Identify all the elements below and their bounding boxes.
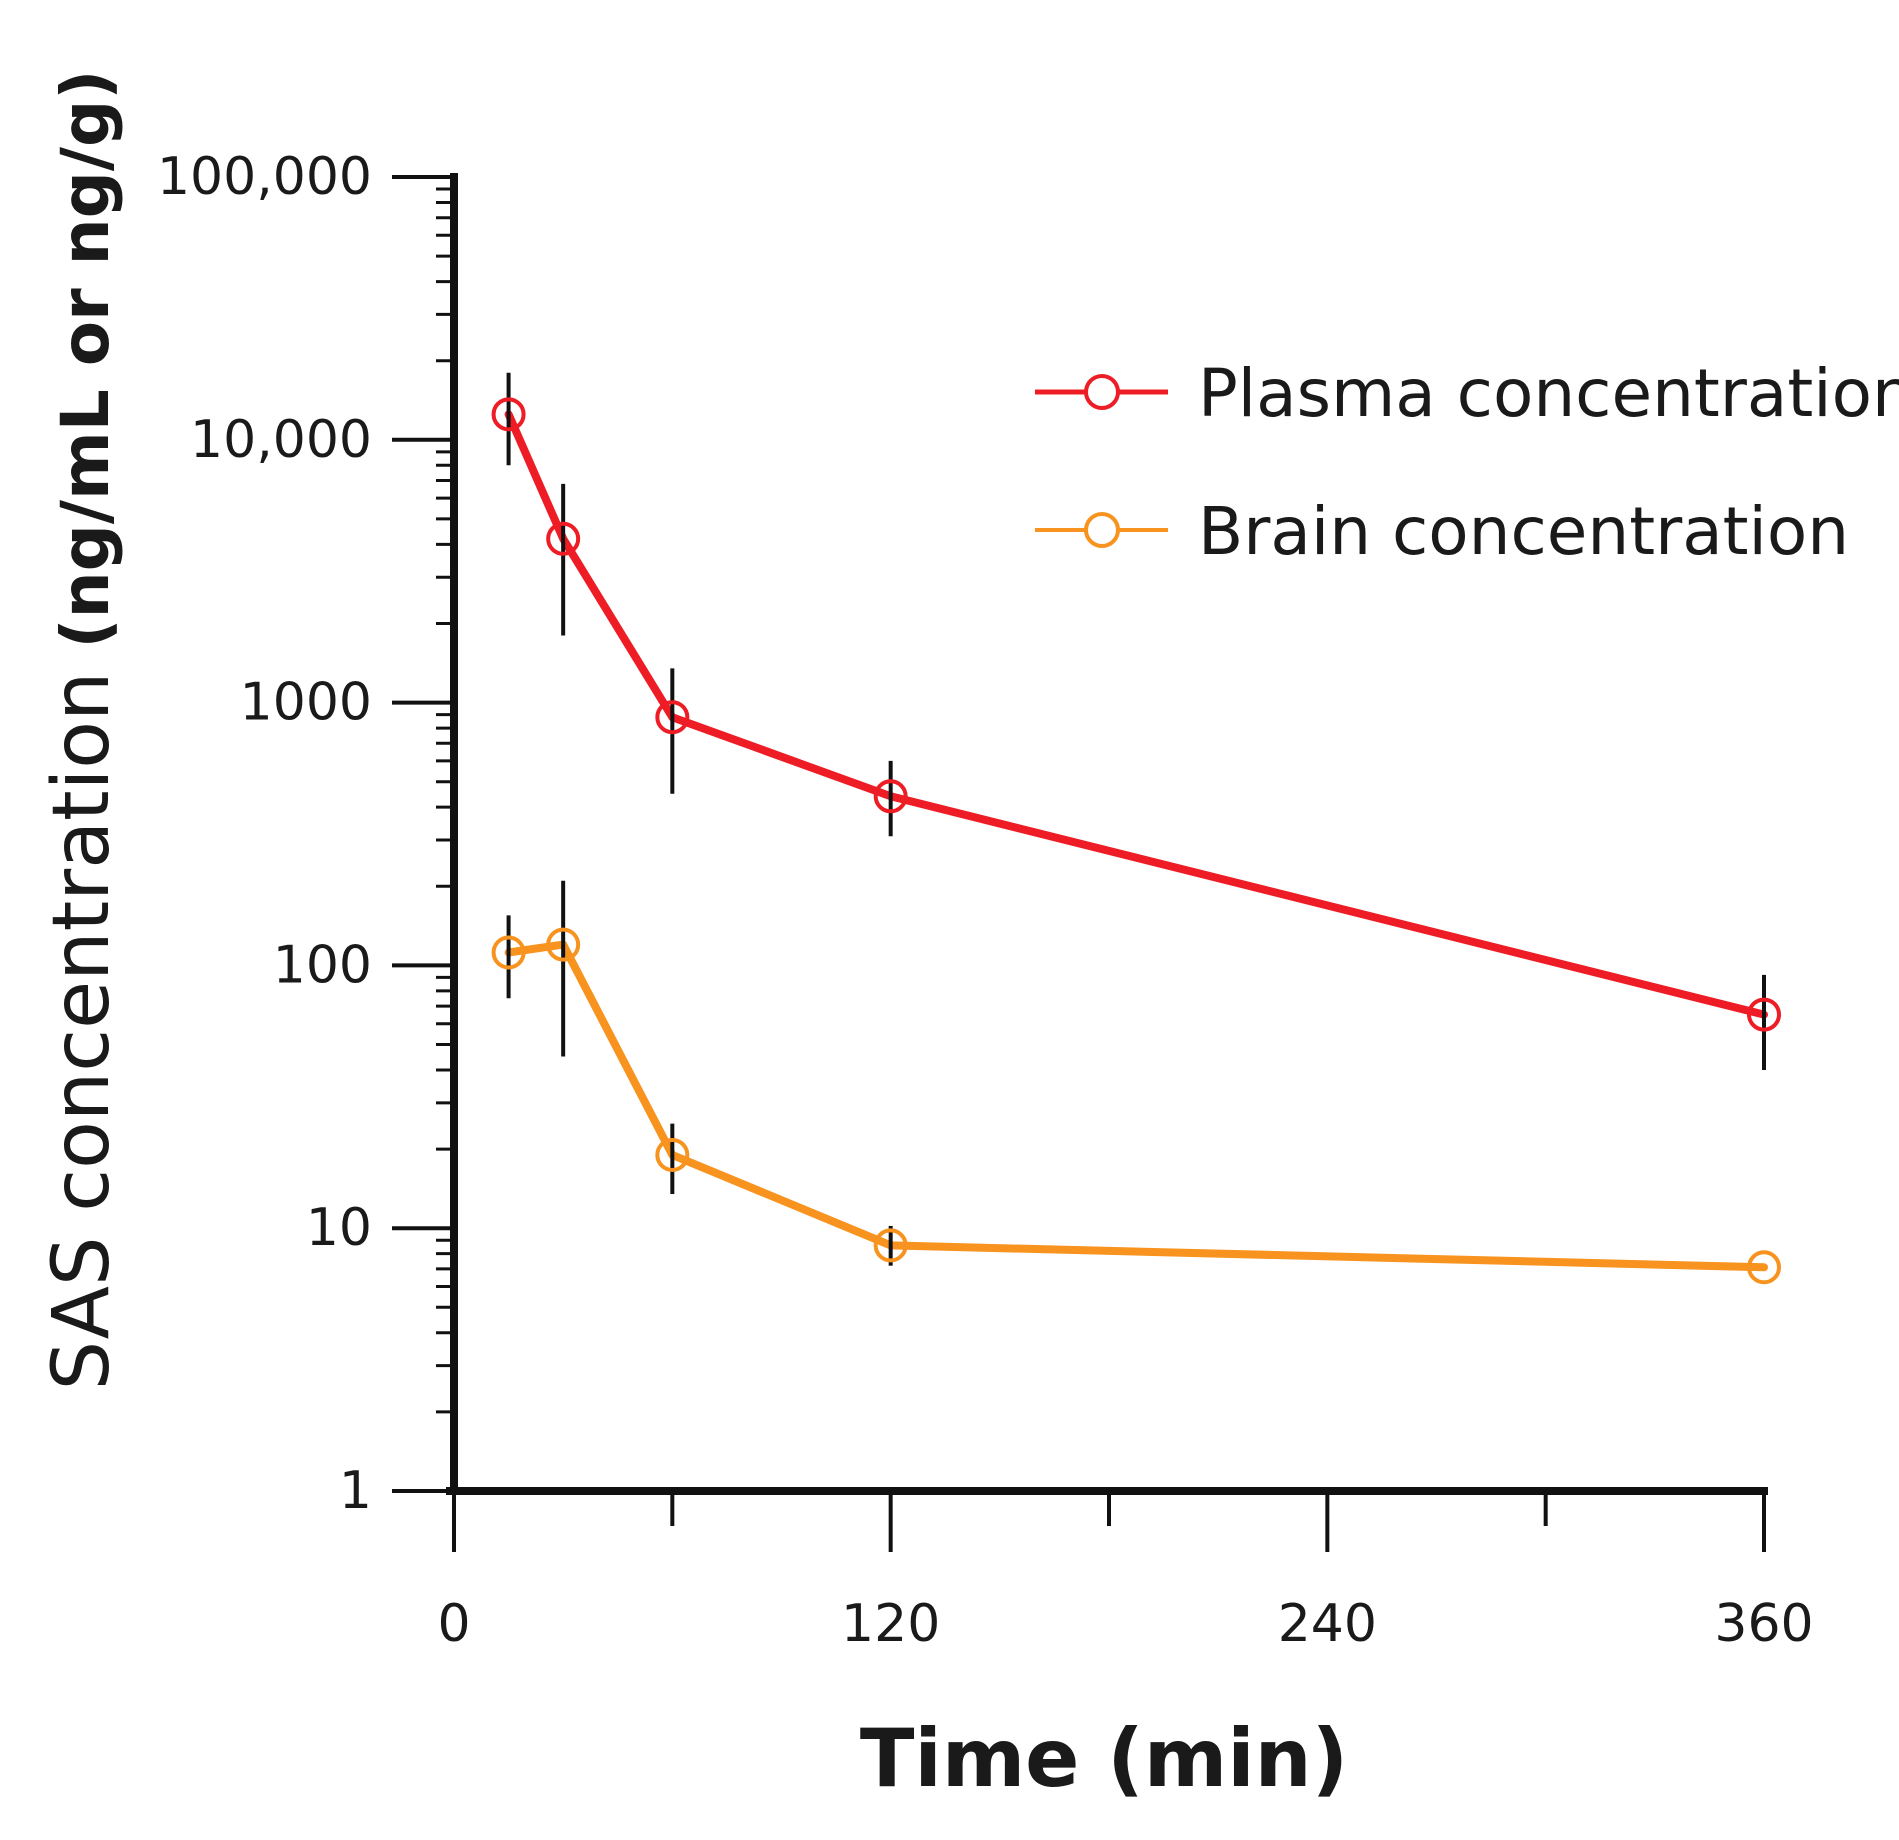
data-point [491, 935, 526, 970]
x-axis-ticks [452, 1491, 1766, 1552]
x-tick-label: 120 [841, 1594, 940, 1654]
legend-item: Brain concentration [1035, 493, 1849, 570]
y-axis-label-main: SAS concentration [37, 672, 127, 1391]
data-point [546, 521, 581, 556]
series-layer [491, 372, 1781, 1285]
legend-label: Brain concentration [1198, 493, 1849, 570]
y-axis-label: SAS concentration (ng/mL or ng/g) [37, 70, 127, 1391]
y-axis-label-units: (ng/mL or ng/g) [47, 70, 124, 672]
legend: Plasma concentration Brain concentration [1035, 355, 1899, 570]
data-point [1747, 1250, 1781, 1285]
legend-marker [1084, 374, 1120, 410]
x-tick-label: 0 [437, 1594, 470, 1654]
series-markers [491, 397, 1781, 1285]
x-tick-label: 240 [1278, 1594, 1377, 1654]
x-tick-label: 360 [1714, 1594, 1813, 1654]
y-axis-tick-labels: 1 10 100 1000 10,000 100,000 [157, 147, 372, 1521]
legend-label: Plasma concentration [1198, 355, 1899, 432]
data-point [655, 1137, 690, 1172]
legend-item: Plasma concentration [1035, 355, 1899, 432]
data-point [873, 1228, 908, 1263]
legend-marker [1084, 512, 1120, 548]
y-tick-label: 10 [306, 1198, 372, 1258]
y-tick-label: 1000 [240, 673, 372, 733]
y-tick-label: 100,000 [157, 147, 372, 207]
y-tick-label: 10,000 [190, 410, 372, 470]
data-point [655, 700, 690, 735]
data-point [873, 779, 908, 814]
x-axis-label: Time (min) [860, 1712, 1348, 1805]
series-line-brain [504, 940, 1768, 1272]
y-tick-label: 100 [273, 935, 372, 995]
data-point [491, 397, 526, 432]
data-point [546, 927, 581, 962]
data-point [1747, 997, 1781, 1032]
x-axis-tick-labels: 0 120 240 360 [437, 1594, 1813, 1654]
y-axis-major-ticks [392, 175, 454, 1493]
y-tick-label: 1 [339, 1461, 372, 1521]
